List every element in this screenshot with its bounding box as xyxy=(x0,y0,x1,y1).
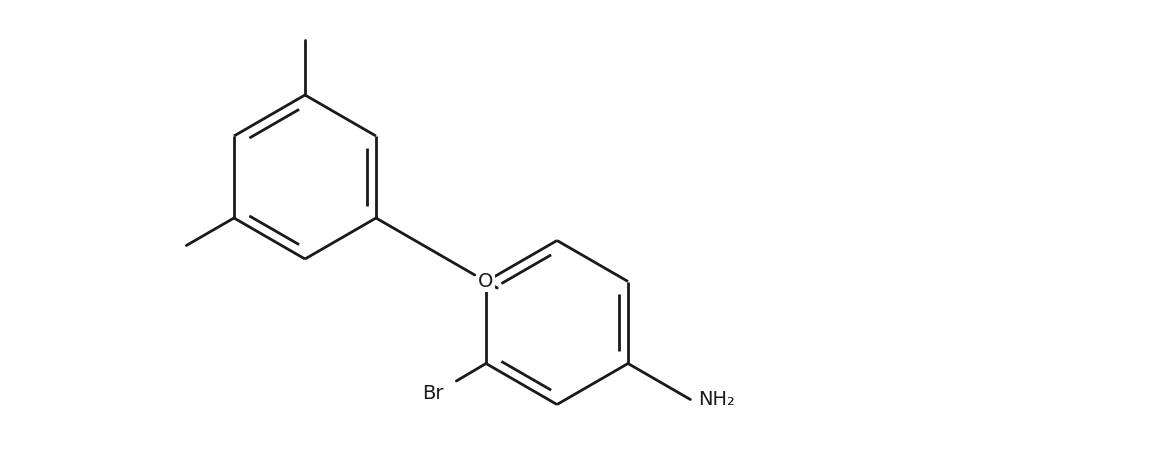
Text: NH₂: NH₂ xyxy=(698,390,736,409)
Text: O: O xyxy=(479,272,494,291)
Text: Br: Br xyxy=(423,384,444,403)
